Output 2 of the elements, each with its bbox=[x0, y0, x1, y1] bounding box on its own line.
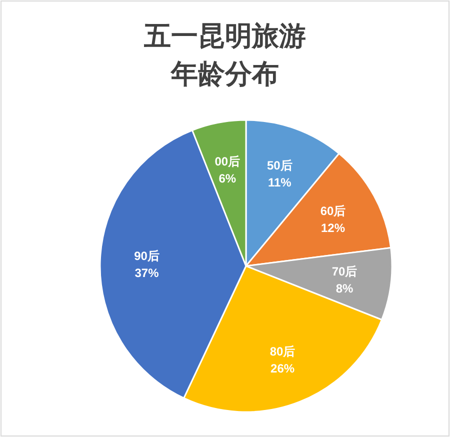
title: 五一昆明旅游 bbox=[144, 21, 306, 51]
subtitle: 年龄分布 bbox=[171, 59, 279, 89]
